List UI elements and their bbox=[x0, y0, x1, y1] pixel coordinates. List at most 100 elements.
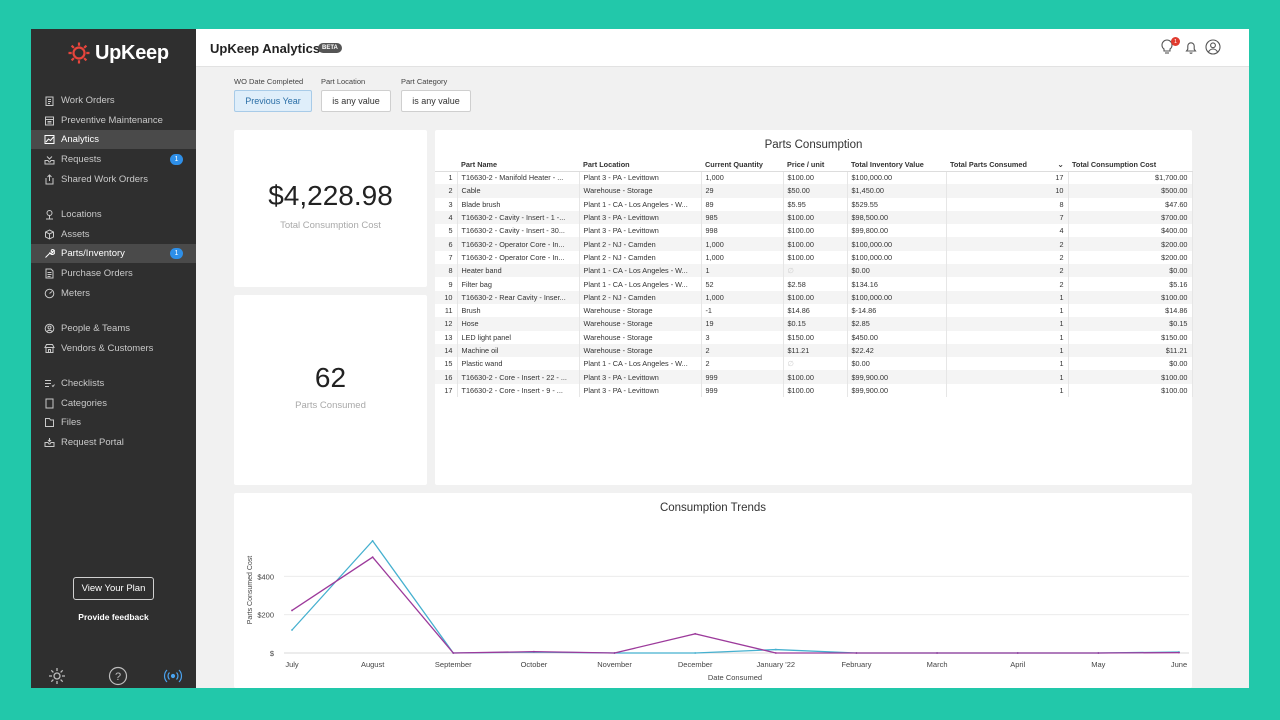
sidebar-item-files[interactable]: Files bbox=[31, 413, 196, 432]
table-cell: $100.00 bbox=[783, 370, 848, 384]
store-icon bbox=[44, 344, 55, 353]
table-cell: $1,700.00 bbox=[1068, 171, 1193, 185]
sidebar-item-assets[interactable]: Assets bbox=[31, 225, 196, 244]
table-cell: Warehouse - Storage bbox=[579, 184, 702, 198]
table-row[interactable]: 2 Cable Warehouse - Storage 29 $50.00 $1,450.… bbox=[435, 184, 1193, 198]
sidebar-item-request-portal[interactable]: Request Portal bbox=[31, 433, 196, 452]
sidebar-item-meters[interactable]: Meters bbox=[31, 284, 196, 303]
data-point bbox=[371, 556, 374, 559]
table-row[interactable]: 5 T16630-2 - Cavity - Insert - 30... Plant… bbox=[435, 224, 1193, 238]
sidebar-item-preventive-maintenance[interactable]: Preventive Maintenance bbox=[31, 111, 196, 130]
sidebar-item-requests[interactable]: Requests 1 bbox=[31, 150, 196, 169]
sidebar-item-purchase-orders[interactable]: Purchase Orders bbox=[31, 264, 196, 283]
table-row[interactable]: 15 Plastic wand Plant 1 - CA - Los Angeles… bbox=[435, 357, 1193, 371]
table-cell: Warehouse - Storage bbox=[579, 317, 702, 331]
filter-category-button[interactable]: is any value bbox=[401, 90, 471, 112]
sidebar-item-badge: 1 bbox=[170, 248, 183, 259]
table-cell: $100.00 bbox=[783, 171, 848, 185]
table-row[interactable]: 3 Blade brush Plant 1 - CA - Los Angeles -… bbox=[435, 197, 1193, 211]
consumption-trends-panel: Consumption Trends $ $200 $400 July August Se… bbox=[234, 493, 1192, 688]
view-plan-button[interactable]: View Your Plan bbox=[73, 577, 154, 600]
table-cell: $100.00 bbox=[1068, 370, 1193, 384]
table-row[interactable]: 14 Machine oil Warehouse - Storage 2 $11.21 $… bbox=[435, 343, 1193, 358]
total-cost-caption: Total Consumption Cost bbox=[280, 220, 381, 231]
sidebar-item-people-teams[interactable]: People & Teams bbox=[31, 319, 196, 338]
table-row[interactable]: 12 Hose Warehouse - Storage 19 $0.15 $2.85 1 $0… bbox=[435, 317, 1193, 331]
data-point bbox=[371, 539, 374, 542]
table-column-header[interactable]: Current Quantity bbox=[701, 158, 783, 172]
table-row[interactable]: 1 T16630-2 - Manifold Heater - ... Plant 3… bbox=[435, 171, 1193, 185]
table-column-header[interactable]: Part Location bbox=[579, 158, 701, 172]
sidebar-item-analytics[interactable]: Analytics bbox=[31, 130, 196, 149]
table-column-header[interactable]: Total Inventory Value bbox=[847, 158, 946, 172]
table-cell: $14.86 bbox=[1068, 303, 1193, 318]
table-cell: 11 bbox=[435, 303, 458, 318]
table-cell: 2 bbox=[946, 277, 1069, 291]
table-row[interactable]: 6 T16630-2 - Operator Core - In... Plant 2… bbox=[435, 237, 1193, 251]
table-column-header[interactable]: Price / unit bbox=[783, 158, 847, 172]
table-row[interactable]: 7 T16630-2 - Operator Core - In... Plant 2… bbox=[435, 250, 1193, 265]
table-cell: Plant 2 - NJ - Camden bbox=[579, 250, 702, 265]
app-logo[interactable]: UpKeep bbox=[67, 41, 169, 65]
table-column-header[interactable]: Total Consumption Cost bbox=[1068, 158, 1192, 172]
table-row[interactable]: 13 LED light panel Warehouse - Storage 3 $15… bbox=[435, 330, 1193, 344]
sidebar-item-work-orders[interactable]: Work Orders bbox=[31, 91, 196, 110]
filter-date-button[interactable]: Previous Year bbox=[234, 90, 312, 112]
sidebar-item-label: Analytics bbox=[61, 134, 100, 145]
table-cell: $100.00 bbox=[783, 237, 848, 251]
table-column-header[interactable]: Part Name bbox=[457, 158, 579, 172]
bell-icon[interactable] bbox=[1183, 39, 1199, 55]
location-icon bbox=[46, 210, 53, 220]
table-row[interactable]: 17 T16630-2 - Core - Insert - 9 - ... Plan… bbox=[435, 383, 1193, 398]
table-cell: T16630-2 - Cavity - Insert - 30... bbox=[457, 224, 580, 238]
table-cell: $99,800.00 bbox=[847, 224, 947, 238]
table-cell: 2 bbox=[946, 264, 1069, 278]
data-point bbox=[855, 652, 858, 654]
table-cell: Plant 1 - CA - Los Angeles - W... bbox=[579, 264, 702, 278]
table-row[interactable]: 4 T16630-2 - Cavity - Insert - 1 -... Plan… bbox=[435, 210, 1193, 225]
sidebar-item-vendors-customers[interactable]: Vendors & Customers bbox=[31, 339, 196, 358]
lightbulb-icon[interactable] bbox=[1159, 39, 1175, 55]
table-cell: $100,000.00 bbox=[847, 290, 947, 304]
folder-icon bbox=[45, 418, 54, 427]
table-cell: 985 bbox=[701, 210, 784, 225]
filter-location-button[interactable]: is any value bbox=[321, 90, 391, 112]
table-row[interactable]: 10 T16630-2 - Rear Cavity - Inser... Plant… bbox=[435, 290, 1193, 304]
table-cell: $98,500.00 bbox=[847, 210, 947, 225]
table-column-header[interactable]: Total Parts Consumed ⌄ bbox=[946, 158, 1068, 172]
table-cell: Heater band bbox=[457, 264, 580, 278]
data-point bbox=[291, 609, 293, 612]
sidebar-item-locations[interactable]: Locations bbox=[31, 205, 196, 224]
sidebar-item-parts-inventory[interactable]: Parts/Inventory 1 bbox=[31, 244, 196, 263]
settings-icon[interactable] bbox=[47, 666, 67, 686]
table-cell: Hose bbox=[457, 317, 580, 331]
table-row[interactable]: 8 Heater band Plant 1 - CA - Los Angeles -… bbox=[435, 264, 1193, 278]
sidebar-item-shared-work-orders[interactable]: Shared Work Orders bbox=[31, 170, 196, 189]
provide-feedback-link[interactable]: Provide feedback bbox=[78, 612, 149, 622]
sort-chevron-icon[interactable]: ⌄ bbox=[1057, 159, 1064, 169]
total-cost-value: $4,228.98 bbox=[268, 180, 393, 211]
help-icon[interactable]: ? bbox=[108, 666, 128, 686]
table-cell: 1 bbox=[946, 343, 1069, 358]
share-icon bbox=[45, 174, 54, 185]
table-cell: Warehouse - Storage bbox=[579, 343, 702, 358]
data-point bbox=[694, 652, 697, 654]
table-cell: 1 bbox=[946, 383, 1069, 398]
table-cell: 19 bbox=[701, 317, 784, 331]
table-row[interactable]: 16 T16630-2 - Core - Insert - 22 - ... Pla… bbox=[435, 370, 1193, 384]
y-tick-label: $400 bbox=[257, 572, 274, 581]
table-row[interactable]: 11 Brush Warehouse - Storage -1 $14.86 $-14.8… bbox=[435, 303, 1193, 318]
table-cell: 9 bbox=[435, 277, 458, 291]
broadcast-icon[interactable] bbox=[163, 666, 183, 686]
table-cell: 1 bbox=[946, 357, 1069, 371]
sidebar-item-categories[interactable]: Categories bbox=[31, 394, 196, 413]
sidebar-item-checklists[interactable]: Checklists bbox=[31, 374, 196, 393]
table-cell: $2.58 bbox=[783, 277, 848, 291]
table-cell: 1,000 bbox=[701, 250, 784, 265]
table-cell: $100.00 bbox=[783, 250, 848, 265]
user-profile-icon[interactable] bbox=[1205, 39, 1221, 55]
table-row[interactable]: 9 Filter bag Plant 1 - CA - Los Angeles - … bbox=[435, 277, 1193, 291]
table-cell: T16630-2 - Core - Insert - 9 - ... bbox=[457, 383, 580, 398]
table-cell: 1,000 bbox=[701, 237, 784, 251]
sidebar-item-label: People & Teams bbox=[61, 323, 131, 334]
